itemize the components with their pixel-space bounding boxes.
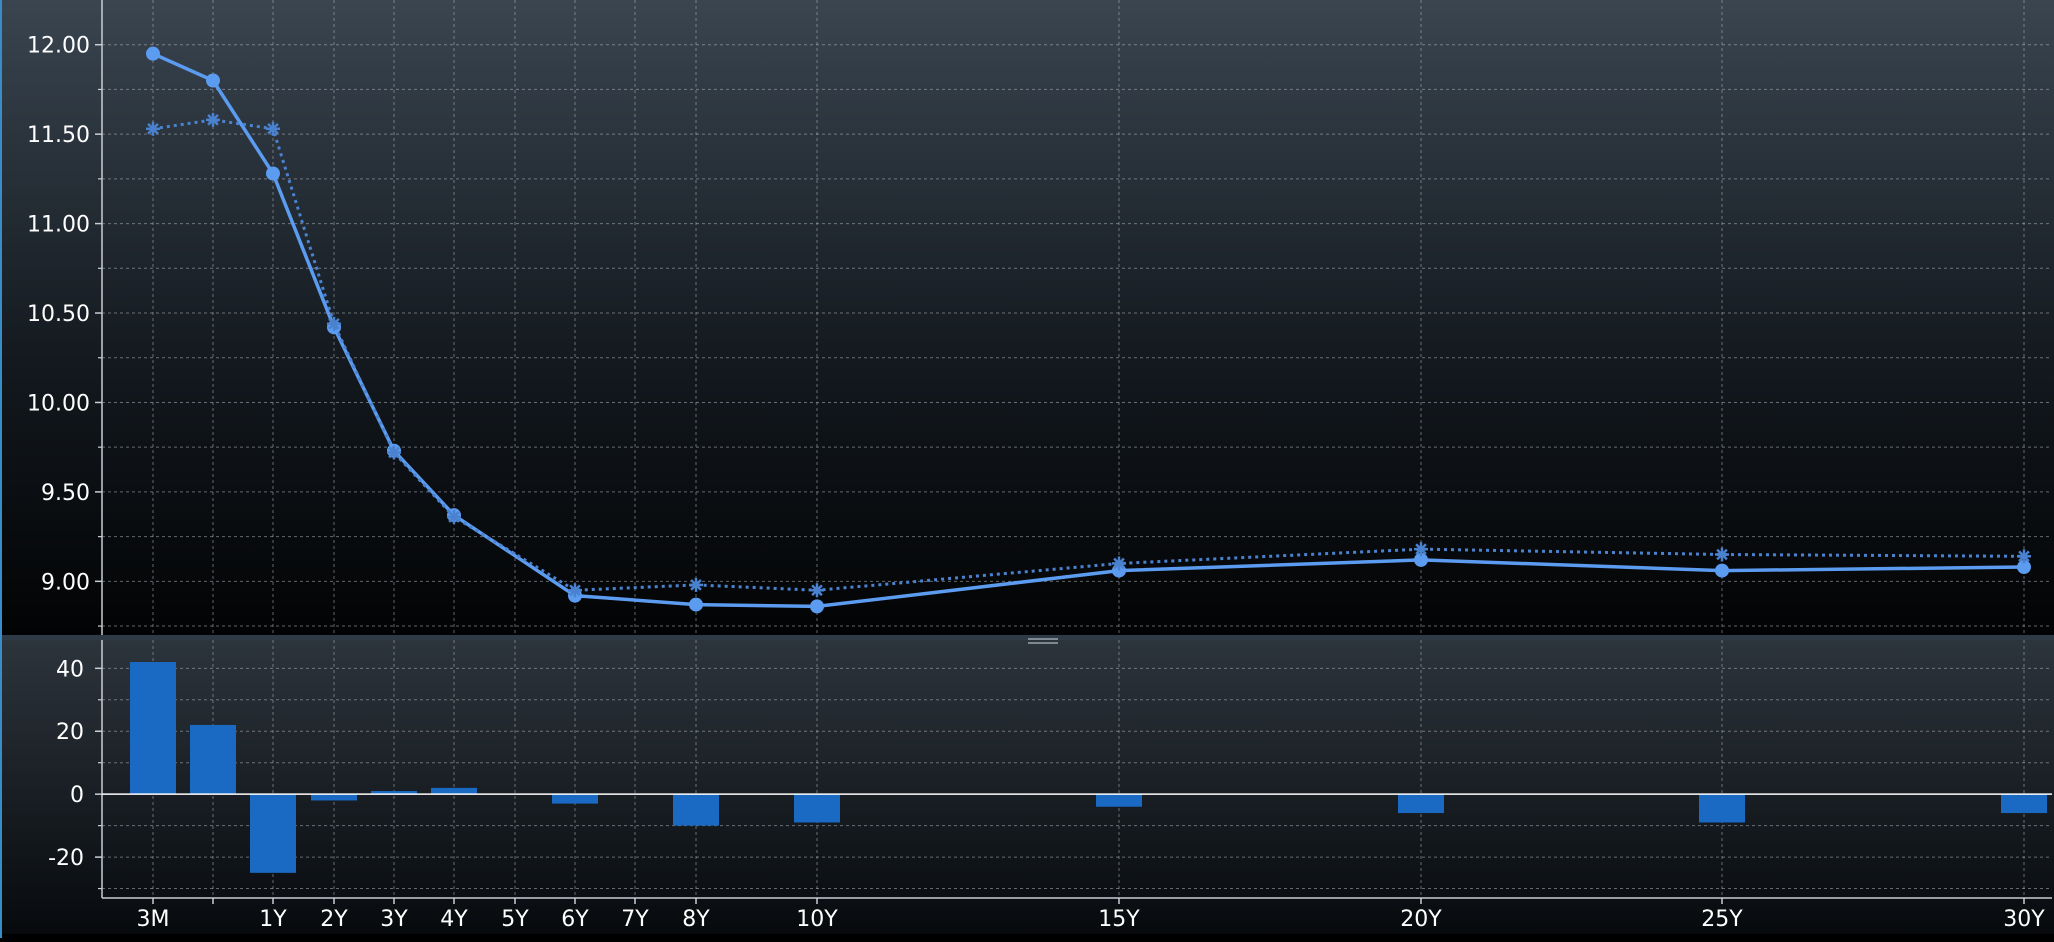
- series-1-point-30Y: [2017, 560, 2031, 575]
- series-2-point-2Y: [327, 316, 341, 331]
- bar-6M: [190, 724, 236, 795]
- asterisk-stroke: [811, 584, 823, 597]
- bar-3Y: [371, 791, 417, 795]
- upper-y-tick-label: 9.00: [41, 570, 90, 595]
- series-1-point-25Y: [1715, 563, 1729, 578]
- upper-y-tick-label: 10.50: [27, 302, 90, 327]
- lower-y-tick-label: -20: [48, 846, 84, 871]
- bar-1Y: [250, 794, 296, 873]
- x-tick-label-2Y: 2Y: [320, 907, 348, 932]
- x-tick-label-10Y: 10Y: [796, 907, 838, 932]
- x-tick-label-1Y: 1Y: [259, 907, 287, 932]
- asterisk-stroke: [2018, 550, 2030, 563]
- asterisk-stroke: [569, 584, 581, 597]
- x-tick-label-30Y: 30Y: [2003, 907, 2045, 932]
- upper-panel-background: [0, 0, 2054, 635]
- bar-3M: [130, 662, 176, 795]
- left-panel-edge: [0, 0, 2, 938]
- x-tick-label-8Y: 8Y: [682, 907, 710, 932]
- series-2-point-8Y: [689, 577, 703, 592]
- series-1-point-3M: [146, 46, 160, 61]
- upper-y-tick-label: 12.00: [27, 34, 90, 59]
- series-2-point-3M: [146, 121, 160, 136]
- x-tick-label-5Y: 5Y: [501, 907, 529, 932]
- series-2-point-6Y: [568, 583, 582, 598]
- asterisk-stroke: [690, 579, 702, 591]
- asterisk-stroke: [1113, 557, 1125, 570]
- series-1-point-20Y: [1414, 552, 1428, 567]
- x-tick-label-20Y: 20Y: [1400, 907, 1442, 932]
- bar-25Y: [1699, 794, 1745, 823]
- series-1-point-8Y: [689, 597, 703, 612]
- upper-y-tick-labels: 12.00 11.50 11.00 10.50 10.00 9.50 9.00: [27, 34, 102, 627]
- upper-y-tick-label: 9.50: [41, 481, 90, 506]
- x-tick-label-6Y: 6Y: [561, 907, 589, 932]
- upper-gridlines: [102, 0, 2052, 635]
- asterisk-stroke: [388, 446, 400, 459]
- lower-y-tick-label: 0: [70, 783, 84, 808]
- lower-panel-background: [0, 640, 2054, 934]
- x-tick-label-7Y: 7Y: [621, 907, 649, 932]
- bar-15Y: [1096, 794, 1142, 807]
- bar-4Y: [431, 787, 477, 795]
- panel-divider: [0, 635, 2054, 640]
- asterisk-stroke: [207, 114, 219, 126]
- bar-6Y: [552, 794, 598, 804]
- x-tick-labels: 3M 1Y 2Y 3Y 4Y 5Y 6Y 7Y 8Y 10Y 15Y 20Y 25Y 30Y: [137, 898, 2045, 932]
- x-tick-label-4Y: 4Y: [440, 907, 468, 932]
- asterisk-stroke: [328, 317, 340, 330]
- bar-10Y: [794, 794, 840, 823]
- bar-30Y: [2001, 794, 2047, 814]
- lower-y-tick-label: 20: [56, 720, 84, 745]
- asterisk-stroke: [267, 123, 279, 135]
- series-2-point-6M: [206, 112, 220, 127]
- series-2-point-30Y: [2017, 549, 2031, 564]
- asterisk-stroke: [448, 511, 460, 523]
- bar-8Y: [673, 794, 719, 826]
- series-2-point-25Y: [1715, 547, 1729, 562]
- asterisk-stroke: [1415, 543, 1427, 555]
- series-2-point-4Y: [447, 509, 461, 524]
- x-tick-label-3M: 3M: [137, 907, 170, 932]
- series-2-point-20Y: [1414, 542, 1428, 557]
- x-tick-label-3Y: 3Y: [380, 907, 408, 932]
- spread-bars: [130, 662, 2047, 873]
- asterisk-stroke: [147, 123, 159, 135]
- upper-y-tick-label: 10.00: [27, 391, 90, 416]
- series-2-point-1Y: [266, 121, 280, 136]
- asterisk-stroke: [1716, 548, 1728, 561]
- series-2-point-15Y: [1112, 556, 1126, 571]
- series-1-point-6M: [206, 73, 220, 88]
- upper-y-tick-label: 11.50: [27, 123, 90, 148]
- bar-20Y: [1398, 794, 1444, 814]
- series-2-point-10Y: [810, 583, 824, 598]
- x-tick-label-25Y: 25Y: [1701, 907, 1743, 932]
- lower-y-tick-label: 40: [56, 657, 84, 682]
- lower-gridlines: [102, 640, 2052, 898]
- series-1-point-10Y: [810, 599, 824, 614]
- yield-lines: [146, 46, 2031, 614]
- series-1-point-1Y: [266, 166, 280, 181]
- series-2-point-3Y: [387, 445, 401, 460]
- bar-2Y: [311, 794, 357, 801]
- upper-y-tick-label: 11.00: [27, 213, 90, 238]
- x-tick-label-15Y: 15Y: [1098, 907, 1140, 932]
- lower-y-tick-labels: 40 20 0 -20: [48, 657, 102, 890]
